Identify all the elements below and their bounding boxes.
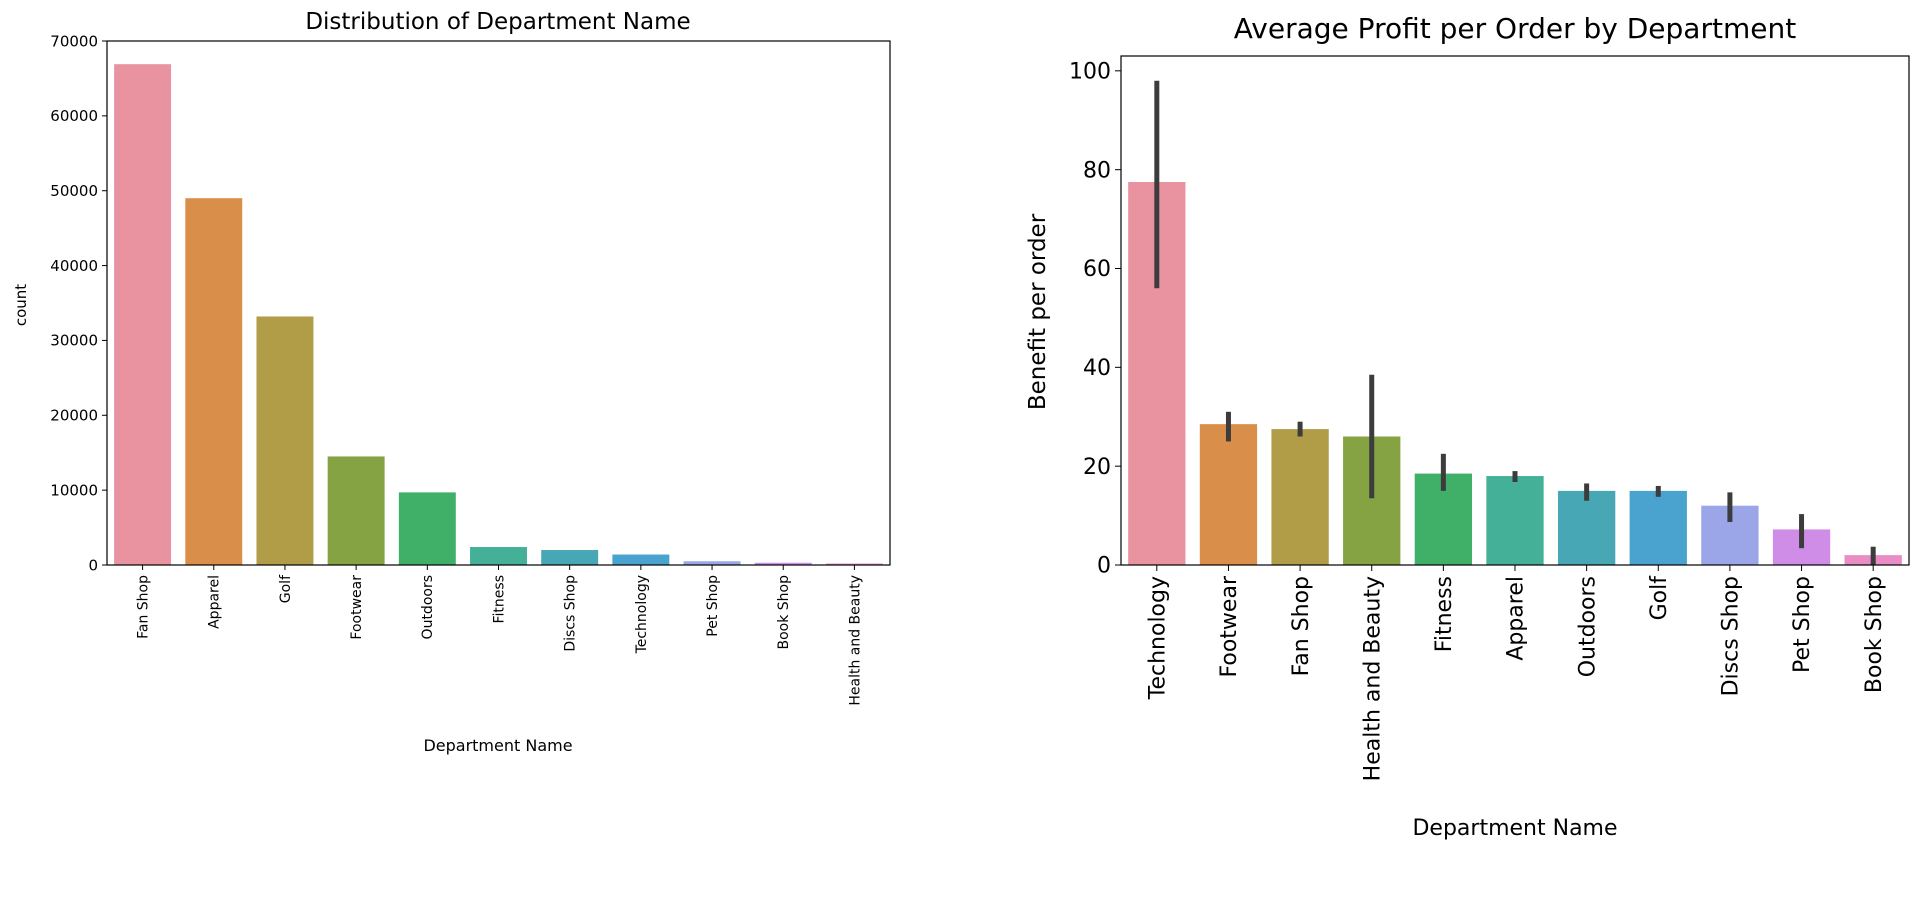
y-axis-label: Benefit per order [1025,213,1051,410]
x-tick-label: Technology [1146,576,1171,700]
bar [398,492,456,565]
chart-title: Average Profit per Order by Department [1234,12,1796,45]
x-tick-label: Fan Shop [135,575,151,639]
bar [541,550,599,565]
y-tick-label: 10000 [50,481,98,499]
x-tick-label: Pet Shop [705,575,721,637]
bar [256,316,314,565]
bar [1486,476,1544,565]
y-tick-label: 30000 [50,332,98,350]
y-tick-label: 40 [1083,356,1111,381]
x-tick-label: Fan Shop [1289,576,1314,676]
x-tick-label: Outdoors [1575,576,1600,677]
x-tick-label: Golf [1647,575,1672,621]
bar [1557,490,1616,565]
y-tick-label: 0 [1097,554,1111,579]
bar [612,554,670,565]
y-tick-label: 70000 [50,32,98,50]
x-tick-label: Golf [278,574,294,603]
bar [114,64,172,565]
x-tick-label: Pet Shop [1790,576,1815,673]
bar [327,456,385,565]
x-tick-label: Fitness [1432,576,1457,652]
x-axis-label: Department Name [1412,816,1617,841]
y-tick-label: 60 [1083,257,1111,282]
bar [1629,490,1687,565]
x-tick-label: Fitness [491,575,507,624]
y-tick-label: 80 [1083,158,1111,183]
x-tick-label: Book Shop [1862,576,1887,693]
chart-department-distribution: Distribution of Department Name Departme… [12,9,891,755]
y-tick-label: 20000 [50,407,98,425]
bar [754,562,812,565]
plot-frame [106,40,891,566]
y-axis-label: count [12,284,30,326]
y-tick-label: 50000 [50,182,98,200]
x-tick-label: Book Shop [776,575,792,650]
chart-title: Distribution of Department Name [305,9,690,35]
x-tick-label: Apparel [1504,576,1529,661]
bar [470,547,527,565]
y-tick-label: 40000 [50,257,98,275]
x-tick-label: Discs Shop [1719,576,1744,696]
bar [185,198,243,565]
x-tick-label: Technology [634,575,650,654]
y-tick-label: 60000 [50,107,98,125]
bar [1271,429,1329,565]
x-tick-label: Apparel [207,575,223,629]
x-tick-label: Discs Shop [563,575,579,652]
bar [1199,424,1258,565]
bar [683,561,741,565]
x-tick-label: Footwear [1217,575,1242,677]
x-tick-label: Health and Beauty [847,575,863,706]
bar [825,563,883,565]
y-tick-label: 0 [88,556,98,574]
x-tick-label: Outdoors [420,575,436,639]
plot-frame [1120,55,1910,566]
chart-average-profit: Average Profit per Order by Department D… [1025,12,1910,841]
y-tick-label: 100 [1069,60,1111,85]
x-axis-label: Department Name [423,736,572,755]
x-tick-label: Footwear [349,575,365,640]
y-tick-label: 20 [1083,455,1111,480]
x-tick-label: Health and Beauty [1360,576,1385,781]
